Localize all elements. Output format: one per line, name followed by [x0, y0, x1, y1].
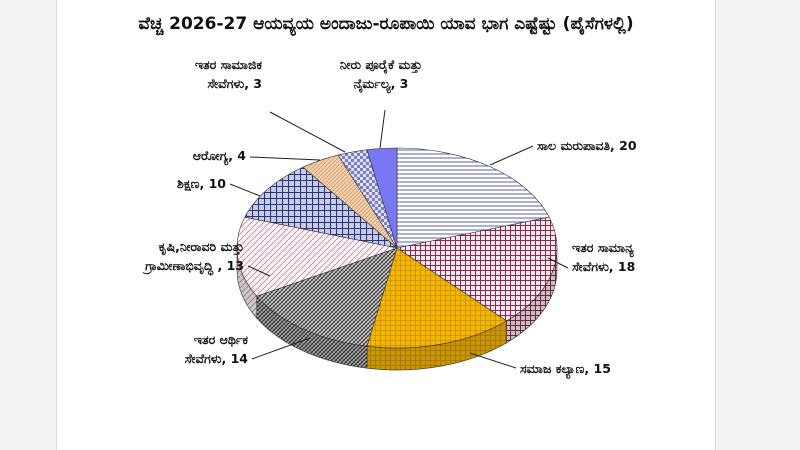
- slice-label-8-line-1: ನೈರ್ಮಲ್ಯ, 3: [354, 76, 409, 94]
- slice-label-0-line-0: ಸಾಲ ಮರುಪಾವತಿ, 20: [537, 138, 637, 153]
- chart-title: ವೆಚ್ಚ 2026-27 ಆಯವ್ಯಯ ಅಂದಾಜು-ರೂಪಾಯಿ ಯಾವ ಭ…: [138, 14, 634, 34]
- slice-label-1-line-0: ಇತರ ಸಾಮಾನ್ಯ: [572, 240, 635, 258]
- slice-label-7-line-0: ಇತರ ಸಾಮಾಜಿಕ: [195, 57, 262, 72]
- leader-line-2: [469, 352, 517, 369]
- slice-label-1-line-1: ಸೇವೆಗಳು, 18: [572, 259, 635, 274]
- leader-line-3: [251, 337, 311, 360]
- pie-slice-5: [244, 166, 399, 249]
- leader-line-7: [269, 111, 346, 153]
- pie-slice-2: [366, 247, 508, 349]
- pie-side-shade: [506, 248, 557, 343]
- pie-slice-8: [366, 147, 398, 249]
- leader-line-6: [249, 156, 321, 161]
- leader-lines: [229, 109, 569, 369]
- leader-line-4: [247, 265, 271, 277]
- slice-labels: ಸಾಲ ಮರುಪಾವತಿ, 20 ಇತರ ಸಾಮಾನ್ಯಸೇವೆಗಳು, 18 ಸಮ…: [142, 57, 637, 380]
- pie-slices: [236, 147, 558, 349]
- slice-label-3-line-0: ಇತರ ಆರ್ಥಿಕ: [194, 332, 249, 347]
- leader-line-5: [229, 183, 261, 197]
- slice-label-7-line-1: ಸೇವೆಗಳು, 3: [207, 76, 262, 91]
- slice-label-3-line-1: ಸೇವೆಗಳು, 14: [185, 351, 249, 366]
- slice-label-8-line-0: ನೀರು ಪೂರೈಕೆ ಮತ್ತು: [340, 57, 422, 74]
- pie-slice-3: [256, 247, 398, 347]
- chart-frame: ವೆಚ್ಚ 2026-27 ಆಯವ್ಯಯ ಅಂದಾಜು-ರೂಪಾಯಿ ಯಾವ ಭ…: [56, 0, 716, 450]
- slice-label-4-line-0: ಕೃಷಿ,ನೀರಾವರಿ ಮತ್ತು: [159, 239, 244, 256]
- pie-slice-4: [236, 216, 399, 297]
- slice-label-6-line-0: ಆರೋಗ್ಯ, 4: [193, 148, 247, 166]
- pie-slice-1: [396, 216, 558, 322]
- slice-label-4-line-1: ಗ್ರಾಮೀಣಾಭಿವೃದ್ಧಿ , 13: [142, 258, 244, 276]
- leader-line-1: [547, 257, 569, 269]
- slice-label-5-line-0: ಶಿಕ್ಷಣ, 10: [177, 176, 226, 192]
- leader-line-0: [489, 145, 534, 166]
- pie-slice-0: [396, 147, 550, 249]
- pie-side-shade: [256, 296, 368, 369]
- slice-label-2-line-0: ಸಮಾಜ ಕಲ್ಯಾಣ, 15: [520, 361, 611, 380]
- leader-line-8: [379, 109, 386, 149]
- pie-side-shade: [367, 320, 507, 370]
